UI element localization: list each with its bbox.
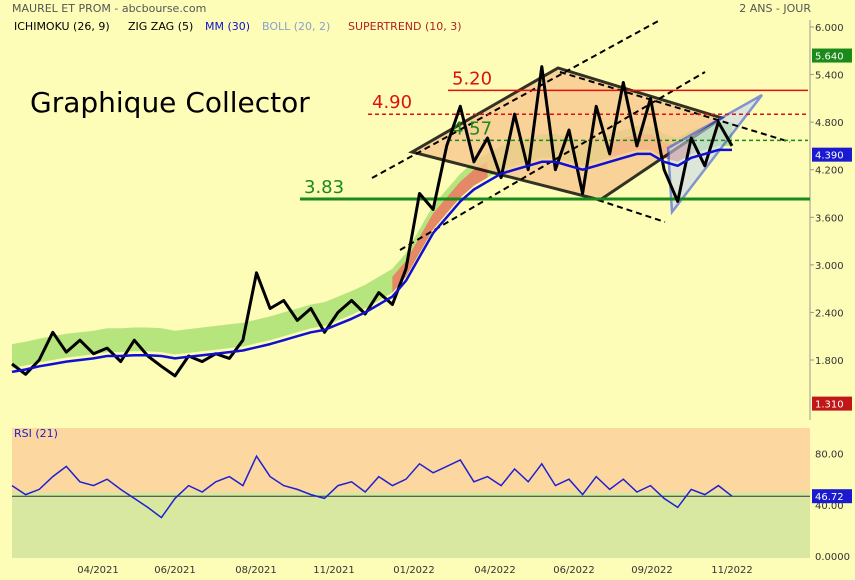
rsi-series-line <box>11 454 733 519</box>
x-tick-label: 09/2022 <box>631 565 673 576</box>
price-tick-label: 1.800 <box>815 356 844 367</box>
rsi-label: RSI (21) <box>14 427 58 440</box>
x-tick-label: 01/2022 <box>393 565 435 576</box>
resistance-dashed <box>559 71 791 143</box>
rsi-current-badge <box>812 489 852 504</box>
level-label: 5.20 <box>452 68 492 89</box>
channel-upper-dashed <box>371 19 661 179</box>
price-badge-label: 5.640 <box>815 52 844 63</box>
price-badge <box>812 147 852 162</box>
rsi-current-label: 46.72 <box>815 492 844 503</box>
ichimoku-cloud-red <box>392 161 488 293</box>
x-tick-label: 08/2021 <box>235 565 277 576</box>
support-dashed <box>597 199 666 223</box>
indicator-boll: BOLL (20, 2) <box>262 20 331 33</box>
x-tick-label: 06/2022 <box>553 565 595 576</box>
level-label: 4.57 <box>452 118 492 139</box>
price-badge-label: 1.310 <box>815 400 844 411</box>
x-tick-label: 04/2021 <box>77 565 119 576</box>
level-label: 4.90 <box>372 92 412 113</box>
rsi-tick-label: 0.0000 <box>815 552 850 563</box>
channel-lower-dashed <box>399 71 706 251</box>
indicator-supertrend: SUPERTREND (10, 3) <box>348 20 462 33</box>
price-tick-label: 4.800 <box>815 118 844 129</box>
chart-header-instrument: MAUREL ET PROM - abcbourse.com <box>12 2 207 15</box>
price-tick-label: 6.000 <box>815 23 844 34</box>
rsi-panel-upper <box>12 428 810 492</box>
x-tick-label: 06/2021 <box>154 565 196 576</box>
x-tick-label: 11/2022 <box>711 565 753 576</box>
level-label: 3.83 <box>304 177 344 198</box>
price-badge-label: 4.390 <box>815 151 844 162</box>
chart-header-period: 2 ANS - JOUR <box>739 2 811 15</box>
rsi-tick-label: 80.00 <box>815 450 844 461</box>
price-badge <box>812 396 852 411</box>
x-tick-label: 04/2022 <box>474 565 516 576</box>
zigzag-series-line <box>11 65 734 378</box>
indicator-ichimoku: ICHIMOKU (26, 9) <box>14 20 110 33</box>
indicator-zigzag: ZIG ZAG (5) <box>128 20 194 33</box>
rsi-tick-label: 40.00 <box>815 501 844 512</box>
price-tick-label: 3.000 <box>815 261 844 272</box>
price-tick-label: 2.400 <box>815 308 844 319</box>
indicator-mm: MM (30) <box>205 20 251 33</box>
x-tick-label: 11/2021 <box>313 565 355 576</box>
annotation-title: Graphique Collector <box>30 86 310 119</box>
price-tick-label: 4.200 <box>815 166 844 177</box>
mm-series-line <box>11 148 732 374</box>
rsi-panel-lower <box>12 492 810 558</box>
price-tick-label: 3.600 <box>815 213 844 224</box>
price-badge <box>812 48 852 63</box>
price-tick-label: 5.400 <box>815 71 844 82</box>
